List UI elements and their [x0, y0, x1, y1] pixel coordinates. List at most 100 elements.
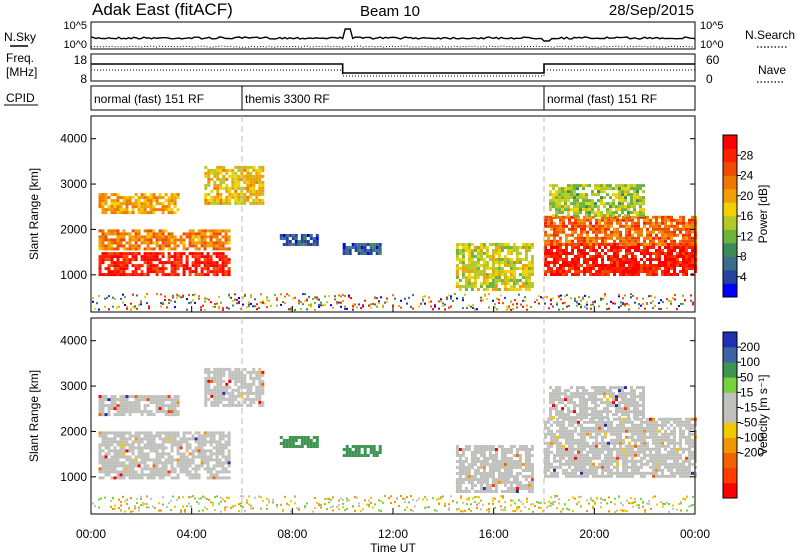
- echo-cell: [524, 255, 528, 258]
- echo-cell: [555, 214, 558, 218]
- echo-cell: [485, 457, 489, 460]
- echo-cell: [547, 221, 550, 225]
- echo-cell: [574, 438, 577, 442]
- echo-cell: [664, 429, 667, 433]
- echo-cell: [643, 270, 646, 273]
- echo-cell: [515, 481, 519, 484]
- echo-cell: [170, 404, 174, 408]
- echo-cell: [589, 227, 592, 231]
- echo-cell: [610, 218, 613, 222]
- noise-cell: [412, 307, 414, 310]
- echo-cell: [234, 388, 238, 392]
- echo-cell: [661, 471, 664, 475]
- echo-cell: [479, 475, 483, 478]
- echo-cell: [524, 484, 528, 487]
- echo-cell: [194, 264, 198, 268]
- noise-cell: [160, 293, 162, 296]
- echo-cell: [170, 461, 174, 465]
- echo-cell: [315, 243, 319, 246]
- echo-cell: [585, 214, 588, 218]
- echo-cell: [134, 398, 138, 402]
- echo-cell: [676, 255, 679, 258]
- echo-cell: [249, 391, 253, 395]
- echo-cell: [607, 221, 610, 225]
- echo-cell: [585, 184, 588, 188]
- echo-cell: [291, 442, 295, 445]
- echo-cell: [458, 484, 462, 487]
- echo-cell: [567, 214, 570, 218]
- echo-cell: [592, 261, 595, 264]
- echo-cell: [176, 440, 180, 444]
- nsky-tick-high: 10^5: [63, 20, 87, 32]
- echo-cell: [568, 432, 571, 436]
- echo-cell: [655, 453, 658, 457]
- echo-cell: [122, 431, 126, 435]
- echo-cell: [164, 470, 168, 474]
- echo-cell: [631, 258, 634, 261]
- echo-cell: [622, 471, 625, 475]
- echo-cell: [143, 446, 147, 450]
- echo-cell: [113, 470, 117, 474]
- echo-cell: [655, 255, 658, 258]
- echo-cell: [568, 227, 571, 231]
- echo-cell: [146, 247, 150, 251]
- echo-cell: [583, 462, 586, 466]
- echo-cell: [515, 472, 519, 475]
- echo-cell: [222, 201, 226, 205]
- echo-cell: [134, 270, 138, 274]
- echo-cell: [622, 261, 625, 264]
- echo-cell: [610, 420, 613, 424]
- echo-cell: [161, 235, 165, 239]
- echo-cell: [104, 404, 108, 408]
- echo-cell: [558, 211, 561, 215]
- noise-cell: [206, 297, 208, 300]
- echo-cell: [503, 255, 507, 258]
- noise-cell: [182, 296, 184, 298]
- echo-cell: [113, 252, 117, 256]
- echo-cell: [550, 242, 553, 246]
- noise-cell: [248, 301, 250, 304]
- echo-cell: [691, 462, 694, 466]
- echo-cell: [559, 435, 562, 439]
- noise-cell: [262, 301, 264, 304]
- echo-cell: [258, 177, 262, 181]
- echo-cell: [512, 246, 516, 249]
- noise-cell: [566, 294, 568, 297]
- echo-cell: [673, 273, 676, 276]
- echo-cell: [300, 445, 304, 448]
- echo-cell: [500, 261, 504, 264]
- echo-cell: [552, 202, 555, 206]
- echo-cell: [107, 241, 111, 245]
- echo-cell: [673, 456, 676, 460]
- echo-cell: [348, 249, 352, 252]
- echo-cell: [173, 270, 177, 274]
- echo-cell: [688, 435, 691, 439]
- echo-cell: [553, 258, 556, 261]
- echo-cell: [155, 431, 159, 435]
- echo-cell: [300, 243, 304, 246]
- echo-cell: [679, 429, 682, 433]
- echo-cell: [113, 199, 117, 203]
- echo-cell: [640, 459, 643, 463]
- echo-cell: [98, 395, 102, 399]
- echo-cell: [128, 446, 132, 450]
- echo-cell: [577, 249, 580, 252]
- echo-cell: [482, 457, 486, 460]
- echo-cell: [552, 205, 555, 209]
- echo-cell: [565, 468, 568, 472]
- echo-cell: [167, 202, 171, 206]
- echo-cell: [688, 255, 691, 258]
- echo-cell: [176, 446, 180, 450]
- echo-cell: [604, 264, 607, 267]
- echo-cell: [688, 471, 691, 475]
- echo-cell: [131, 244, 135, 248]
- echo-cell: [574, 459, 577, 463]
- echo-cell: [101, 476, 105, 480]
- echo-cell: [628, 233, 631, 237]
- echo-cell: [544, 215, 547, 219]
- echo-cell: [128, 443, 132, 447]
- echo-cell: [164, 395, 168, 399]
- echo-cell: [215, 255, 219, 259]
- echo-cell: [464, 448, 468, 451]
